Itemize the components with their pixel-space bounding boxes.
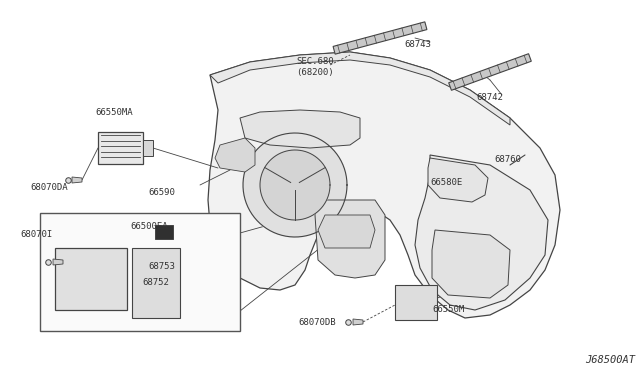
Text: 66500EA: 66500EA: [130, 222, 168, 231]
Polygon shape: [53, 259, 63, 265]
Bar: [143, 140, 153, 156]
Polygon shape: [415, 155, 548, 310]
Text: 68760: 68760: [494, 155, 521, 164]
Bar: [132, 248, 180, 318]
Text: 68753: 68753: [148, 262, 175, 271]
Polygon shape: [353, 319, 363, 325]
Text: 66550MA: 66550MA: [95, 108, 132, 117]
Bar: [40, 213, 240, 331]
Polygon shape: [215, 138, 255, 172]
Polygon shape: [315, 200, 385, 278]
Text: SEC.680: SEC.680: [296, 57, 333, 66]
Text: 66550M: 66550M: [432, 305, 464, 314]
Text: 66590: 66590: [148, 188, 175, 197]
Polygon shape: [333, 22, 427, 54]
Polygon shape: [318, 215, 375, 248]
Bar: [395, 285, 437, 320]
Text: 66580E: 66580E: [430, 178, 462, 187]
Text: 68070I: 68070I: [20, 230, 52, 239]
Polygon shape: [449, 54, 531, 90]
Bar: [55, 248, 127, 310]
Text: 68743: 68743: [404, 40, 431, 49]
Polygon shape: [428, 158, 488, 202]
Text: 68742: 68742: [476, 93, 503, 102]
Polygon shape: [240, 110, 360, 148]
Text: (68200): (68200): [296, 68, 333, 77]
Polygon shape: [208, 52, 560, 318]
Text: 68070DA: 68070DA: [30, 183, 68, 192]
Polygon shape: [243, 133, 347, 237]
Polygon shape: [260, 150, 330, 220]
Bar: [155, 225, 173, 239]
Text: J68500AT: J68500AT: [585, 355, 635, 365]
Polygon shape: [432, 230, 510, 298]
Polygon shape: [210, 52, 510, 125]
Text: 68752: 68752: [142, 278, 169, 287]
Bar: [98, 132, 143, 164]
Polygon shape: [72, 177, 82, 183]
Text: 68070DB: 68070DB: [298, 318, 335, 327]
